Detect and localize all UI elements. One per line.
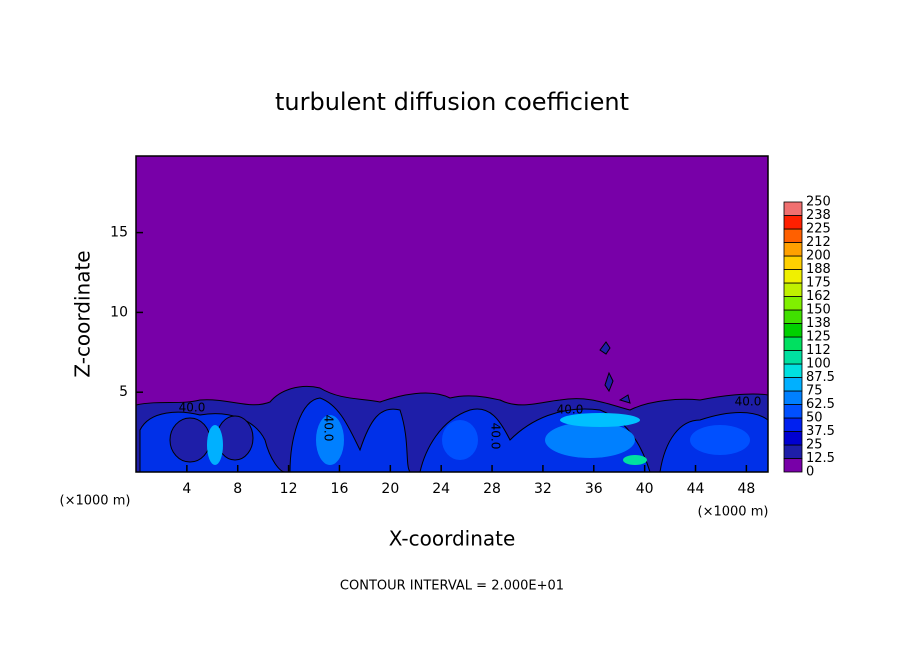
contour-field: [135, 341, 769, 473]
colorbar-swatch: [783, 458, 803, 473]
colorbar-label: 75: [806, 384, 823, 399]
colorbar-swatch: [783, 404, 803, 419]
contour-labels: 40.0 40.0 40.0 40.0 40.0: [179, 395, 762, 450]
colorbar-swatch: [783, 269, 803, 284]
colorbar-swatch: [783, 309, 803, 324]
colorbar-label: 162: [806, 289, 831, 304]
colorbar-label: 138: [806, 316, 831, 331]
colorbar-label: 62.5: [806, 397, 835, 412]
colorbar-swatch: [783, 242, 803, 257]
colorbar-swatch: [783, 201, 803, 216]
colorbar-swatch: [783, 336, 803, 351]
x-tick-label: 32: [534, 481, 552, 497]
plot-frame: [135, 155, 769, 473]
colorbar-label: 87.5: [806, 370, 835, 385]
x-unit-label: (×1000 m): [698, 505, 769, 520]
x-tick-label: 12: [280, 481, 298, 497]
contour-label: 40.0: [179, 401, 206, 415]
colorbar-label: 188: [806, 262, 831, 277]
colorbar-label: 0: [806, 465, 814, 480]
colorbar-swatch: [783, 228, 803, 243]
y-tick-label: 10: [110, 304, 128, 320]
colorbar-swatch: [783, 377, 803, 392]
contour-fill: [599, 341, 631, 404]
x-tick-label: 28: [483, 481, 501, 497]
colorbar-swatch: [783, 350, 803, 365]
x-tick-label: 16: [331, 481, 349, 497]
colorbar-swatch: [783, 363, 803, 378]
contour-fill: [169, 417, 211, 463]
colorbar-label: 112: [806, 343, 831, 358]
y-tick-label: 15: [110, 225, 128, 241]
y-axis-label: Z-coordinate: [71, 250, 95, 377]
y-unit-label: (×1000 m): [60, 494, 131, 509]
chart-title: turbulent diffusion coefficient: [275, 88, 629, 116]
colorbar-label: 100: [806, 357, 831, 372]
contour-fill: [316, 415, 344, 465]
contour-fill: [442, 420, 478, 460]
colorbar-label: 50: [806, 411, 823, 426]
x-tick-label: 24: [432, 481, 450, 497]
contour-label: 40.0: [557, 403, 584, 417]
colorbar-swatch: [783, 255, 803, 270]
colorbar-label: 250: [806, 195, 831, 210]
footer: CONTOUR INTERVAL = 2.000E+01: [340, 579, 564, 594]
colorbar-label: 150: [806, 303, 831, 318]
colorbar-swatch: [783, 282, 803, 297]
colorbar-swatch: [783, 444, 803, 459]
contour-label: 40.0: [489, 423, 503, 450]
x-tick-label: 48: [737, 481, 755, 497]
colorbar-label: 238: [806, 208, 831, 223]
colorbar-swatch: [783, 323, 803, 338]
contour-label: 40.0: [735, 395, 762, 409]
x-tick-label: 36: [585, 481, 603, 497]
colorbar-label: 212: [806, 235, 831, 250]
colorbar-swatch: [783, 215, 803, 230]
contour-fill: [623, 455, 647, 465]
x-tick-label: 40: [636, 481, 654, 497]
colorbar-swatch: [783, 431, 803, 446]
contour-fill: [207, 425, 223, 465]
colorbar-label: 37.5: [806, 424, 835, 439]
colorbar-label: 225: [806, 222, 831, 237]
contour-fill: [545, 422, 635, 458]
colorbar-label: 175: [806, 276, 831, 291]
contour-fill: [560, 413, 640, 427]
y-tick-label: 5: [119, 384, 128, 400]
x-tick-label: 8: [233, 481, 242, 497]
colorbar-label: 125: [806, 330, 831, 345]
x-tick-label: 4: [182, 481, 191, 497]
x-axis-label: X-coordinate: [389, 527, 516, 551]
colorbar-label: 25: [806, 438, 823, 453]
contour-fill: [690, 425, 750, 455]
x-tick-label: 44: [687, 481, 705, 497]
colorbar-swatch: [783, 390, 803, 405]
colorbar-label: 12.5: [806, 451, 835, 466]
colorbar-swatch: [783, 296, 803, 311]
colorbar-swatch: [783, 417, 803, 432]
contour-label: 40.0: [322, 415, 336, 442]
colorbar-label: 200: [806, 249, 831, 264]
x-tick-label: 20: [381, 481, 399, 497]
